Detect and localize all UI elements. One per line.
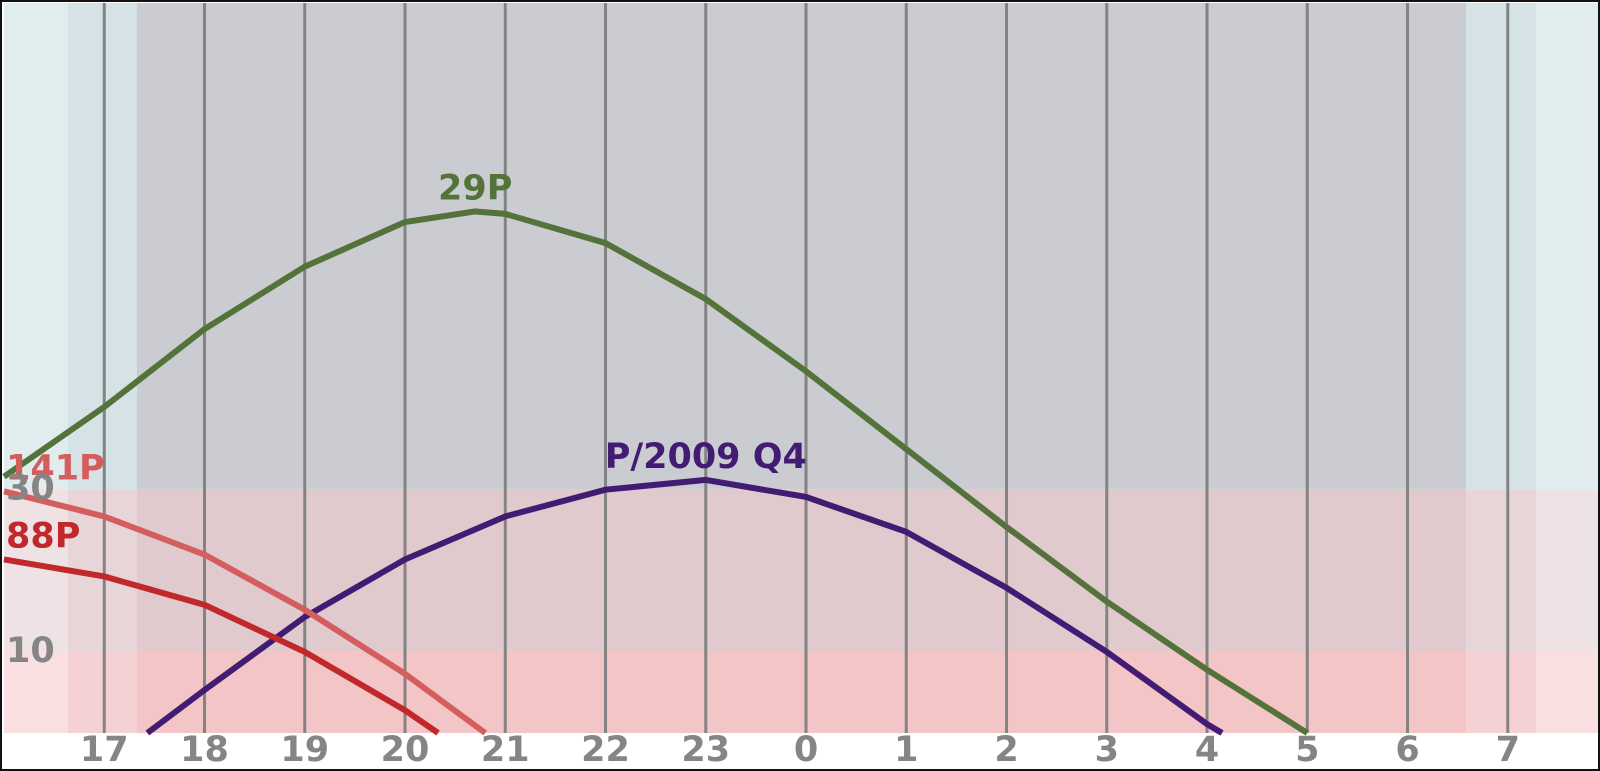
axis-strip [4, 733, 1598, 768]
y-tick-label: 10 [6, 631, 55, 671]
x-tick-label: 18 [180, 730, 229, 770]
x-tick-label: 23 [681, 730, 730, 770]
twilight-tint [1466, 3, 1598, 490]
x-tick-label: 5 [1295, 730, 1319, 770]
x-tick-label: 7 [1496, 730, 1520, 770]
altitude-band [4, 3, 1598, 490]
x-tick-label: 1 [894, 730, 918, 770]
x-tick-label: 17 [80, 730, 129, 770]
series-line [3, 488, 487, 736]
twilight-band [1466, 3, 1536, 733]
x-tick-label: 2 [994, 730, 1018, 770]
background [4, 3, 1598, 733]
altitude-band [4, 489, 1598, 652]
altitude-band [4, 651, 1598, 733]
y-tick-label: 30 [6, 469, 55, 509]
series-label: P/2009 Q4 [605, 437, 807, 477]
twilight-tint [4, 3, 137, 490]
twilight-band [1536, 3, 1598, 733]
series-line [2, 208, 1309, 736]
series-label: 88P [6, 516, 80, 556]
series-line [3, 556, 440, 736]
x-tick-label: 19 [280, 730, 329, 770]
series-label: 141P [6, 448, 105, 488]
series-label: 29P [438, 168, 512, 208]
x-tick-label: 3 [1095, 730, 1119, 770]
twilight-band [4, 3, 68, 733]
series-line [145, 476, 1224, 736]
x-tick-label: 20 [381, 730, 430, 770]
x-tick-label: 21 [481, 730, 530, 770]
twilight-band [68, 3, 137, 733]
x-tick-label: 0 [794, 730, 818, 770]
twilight [4, 3, 1598, 733]
x-tick-label: 4 [1195, 730, 1219, 770]
x-tick-label: 22 [581, 730, 630, 770]
x-tick-label: 6 [1395, 730, 1419, 770]
